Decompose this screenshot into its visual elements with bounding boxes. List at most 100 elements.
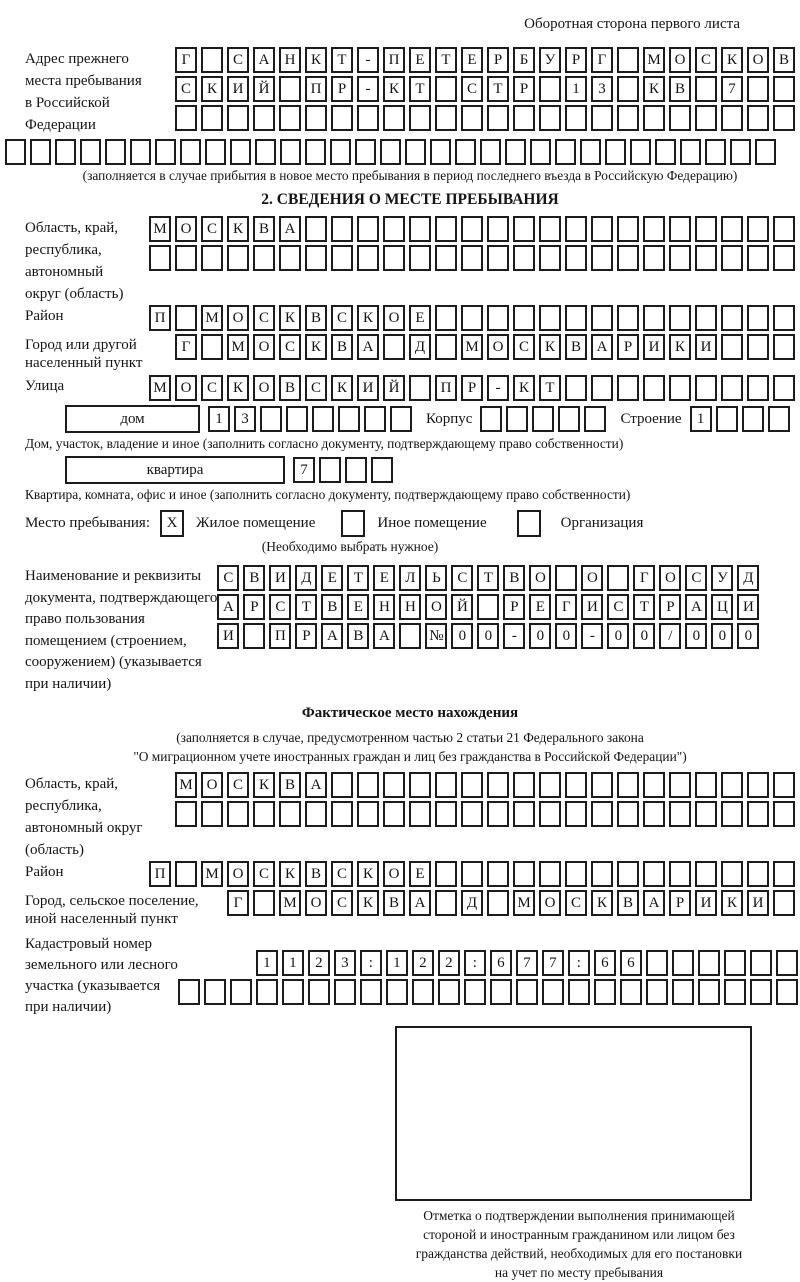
char-cell — [487, 305, 509, 331]
char-cell: 1 — [689, 406, 712, 432]
char-cell: К — [643, 76, 665, 102]
char-cell — [383, 245, 405, 271]
char-cell: И — [695, 334, 717, 360]
char-cell: № — [425, 623, 448, 649]
char-cell — [591, 801, 613, 827]
char-cell — [175, 245, 197, 271]
char-cell: М — [279, 890, 301, 916]
char-cell — [721, 861, 743, 887]
char-cell: 1 — [385, 950, 408, 976]
char-cell — [203, 979, 226, 1005]
char-cell: К — [279, 305, 301, 331]
label-line: места пребывания — [25, 73, 142, 89]
char-cell: Н — [279, 47, 301, 73]
char-cell — [721, 375, 743, 401]
char-cell: К — [591, 890, 613, 916]
char-cell — [591, 245, 613, 271]
cadastral-block: Кадастровый номер земельного или лесного у… — [25, 931, 798, 1018]
char-cell — [461, 216, 483, 242]
char-cell — [723, 950, 746, 976]
char-cell — [747, 801, 769, 827]
char-cell — [105, 139, 126, 165]
stay-type-note: (Необходимо выбрать нужное) — [261, 539, 439, 554]
char-cell: С — [331, 861, 353, 887]
char-cell: В — [331, 334, 353, 360]
char-cell: С — [513, 334, 535, 360]
char-cell: В — [383, 890, 405, 916]
char-cell: В — [347, 623, 370, 649]
label-line: на учет по месту пребывания — [494, 1265, 664, 1280]
char-cell — [747, 305, 769, 331]
char-cell: О — [227, 861, 249, 887]
char-cell: 0 — [607, 623, 630, 649]
char-cell — [319, 457, 341, 483]
char-cell: О — [659, 565, 682, 591]
char-cell — [312, 406, 334, 432]
char-cell — [741, 406, 764, 432]
char-cell: С — [269, 594, 292, 620]
char-cell — [747, 245, 769, 271]
char-cell — [357, 245, 379, 271]
char-cell — [747, 772, 769, 798]
char-cell — [695, 216, 717, 242]
char-cell: : — [567, 950, 590, 976]
char-cell — [669, 216, 691, 242]
char-cell: С — [305, 375, 327, 401]
char-cell — [180, 139, 201, 165]
prev-address-block: Адрес прежнего места пребывания в Российск… — [25, 47, 795, 136]
char-cell: К — [357, 305, 379, 331]
char-cell: Р — [565, 47, 587, 73]
char-cell: О — [487, 334, 509, 360]
char-cell — [177, 979, 200, 1005]
char-cell: С — [607, 594, 630, 620]
char-cell: М — [227, 334, 249, 360]
char-cell — [617, 772, 639, 798]
char-cell — [409, 245, 431, 271]
char-cell — [607, 565, 630, 591]
char-cell: Й — [451, 594, 474, 620]
char-cell — [477, 594, 500, 620]
char-cell: А — [373, 623, 396, 649]
char-cell — [513, 861, 535, 887]
char-cell — [671, 979, 694, 1005]
char-cell — [255, 979, 278, 1005]
char-cell — [201, 47, 223, 73]
label-line: право пользования — [25, 611, 145, 627]
char-cell: 0 — [633, 623, 656, 649]
char-cell — [487, 772, 509, 798]
char-cell — [383, 772, 405, 798]
char-cell: 1 — [208, 406, 230, 432]
char-cell: Т — [477, 565, 500, 591]
char-cell — [619, 979, 642, 1005]
char-cell: К — [227, 375, 249, 401]
char-cell: П — [383, 47, 405, 73]
char-cell — [513, 245, 535, 271]
prev-address-row-3 — [175, 105, 795, 131]
char-cell — [253, 245, 275, 271]
char-cell — [617, 216, 639, 242]
char-cell — [643, 861, 665, 887]
char-cell: О — [227, 305, 249, 331]
document-block: Наименование и реквизиты документа, подтв… — [25, 563, 795, 695]
char-cell — [695, 245, 717, 271]
char-cell — [175, 305, 197, 331]
char-cell — [565, 105, 587, 131]
label-line: республика, — [25, 242, 102, 258]
char-cell — [364, 406, 386, 432]
char-cell — [730, 139, 751, 165]
char-cell: В — [243, 565, 266, 591]
char-cell: 3 — [234, 406, 256, 432]
char-cell — [630, 139, 651, 165]
label-line: "О миграционном учете иностранных гражда… — [133, 749, 687, 764]
char-cell — [331, 245, 353, 271]
char-cell — [721, 772, 743, 798]
document-label: Наименование и реквизиты документа, подтв… — [25, 563, 217, 695]
char-cell: 0 — [685, 623, 708, 649]
char-cell: В — [773, 47, 795, 73]
